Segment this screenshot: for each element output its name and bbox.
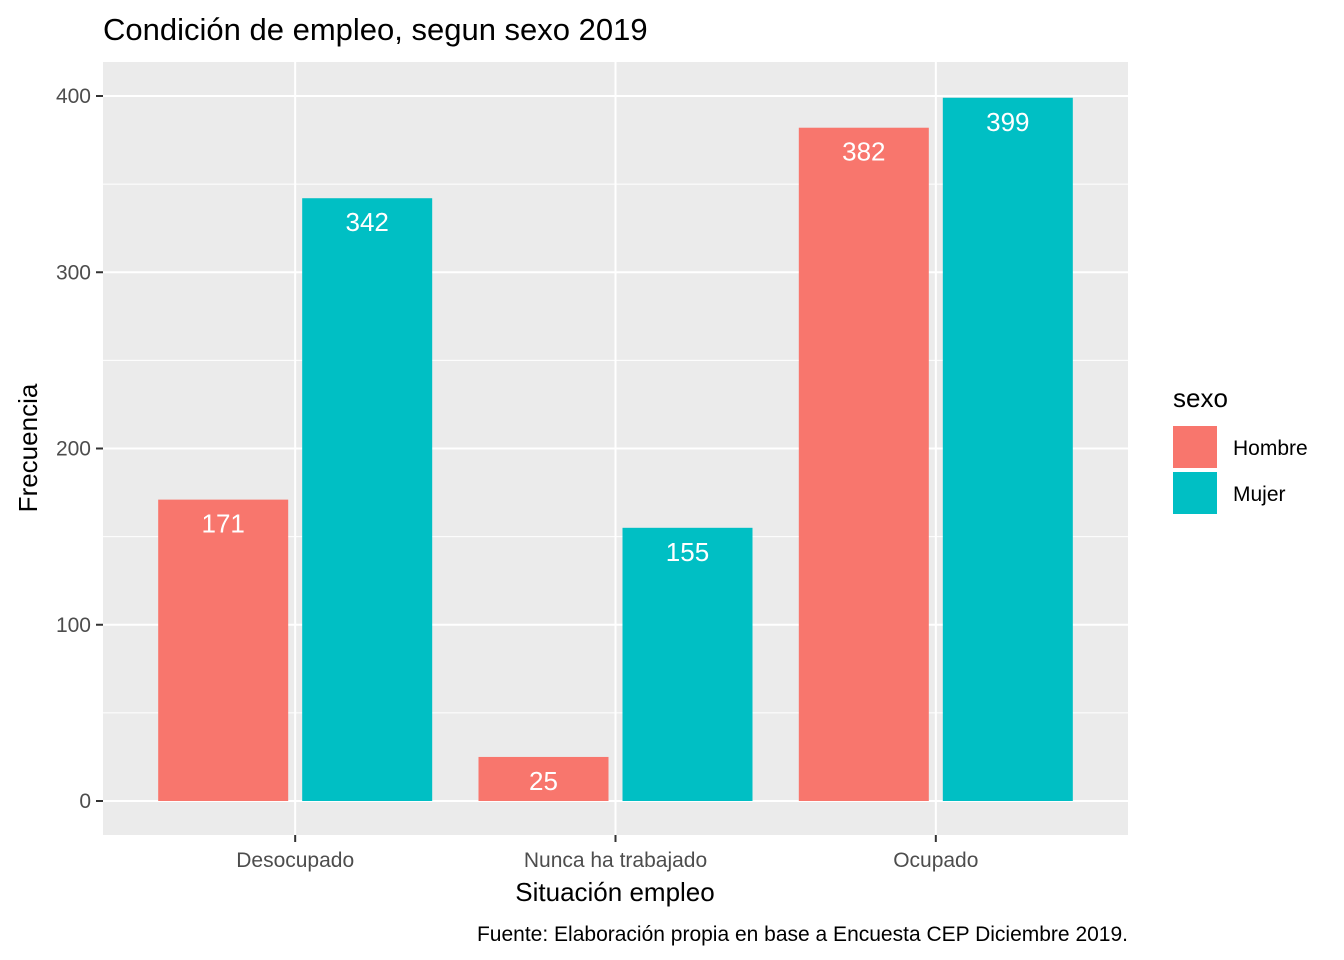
legend-title: sexo: [1173, 383, 1228, 413]
x-axis-title: Situación empleo: [515, 877, 714, 907]
bar-value-label: 399: [986, 107, 1029, 137]
legend: sexo Hombre Mujer: [1173, 383, 1308, 514]
legend-key-hombre: [1173, 426, 1217, 468]
y-tick-label: 300: [56, 261, 91, 284]
bar-hombre: [798, 127, 929, 802]
y-tick-label: 200: [56, 438, 91, 461]
bar-mujer: [302, 198, 433, 802]
bar-mujer: [942, 97, 1073, 801]
x-axis: Desocupado Nunca ha trabajado Ocupado: [236, 835, 978, 872]
bar-value-label: 25: [529, 766, 558, 796]
legend-label: Mujer: [1233, 483, 1286, 506]
bar-hombre: [158, 499, 289, 801]
y-axis: 0 100 200 300 400: [56, 85, 103, 813]
y-tick-label: 0: [79, 790, 91, 813]
legend-key-mujer: [1173, 472, 1217, 514]
x-tick-label: Nunca ha trabajado: [524, 849, 707, 872]
bar-mujer: [622, 527, 753, 801]
y-axis-title: Frecuencia: [13, 383, 43, 512]
bar-value-label: 382: [842, 137, 885, 167]
bar-value-label: 155: [666, 537, 709, 567]
bar-value-label: 171: [201, 509, 244, 539]
y-tick-label: 400: [56, 85, 91, 108]
bar-value-label: 342: [345, 207, 388, 237]
chart-title: Condición de empleo, segun sexo 2019: [103, 12, 648, 47]
y-tick-label: 100: [56, 614, 91, 637]
legend-label: Hombre: [1233, 437, 1308, 460]
caption: Fuente: Elaboración propia en base a Enc…: [477, 923, 1128, 946]
bar-hombre: [478, 756, 609, 801]
x-tick-label: Desocupado: [236, 849, 354, 872]
x-tick-label: Ocupado: [893, 849, 978, 872]
plot-panel: 171 342 25 155 382 399: [103, 62, 1128, 835]
